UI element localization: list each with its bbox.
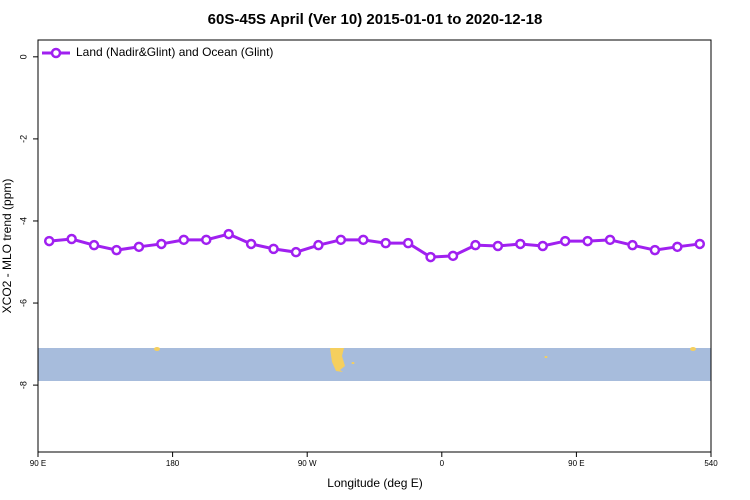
- x-axis-label: Longitude (deg E): [327, 476, 422, 490]
- data-point: [358, 234, 369, 246]
- data-point: [604, 234, 616, 246]
- land-shape: [330, 348, 345, 372]
- data-point: [223, 228, 234, 240]
- x-tick-label: 90 E: [30, 459, 46, 468]
- data-point: [313, 239, 324, 251]
- data-point: [245, 238, 257, 250]
- data-point: [380, 237, 391, 249]
- x-tick-label: 90 W: [298, 459, 317, 468]
- chart-title: 60S-45S April (Ver 10) 2015-01-01 to 202…: [208, 11, 543, 28]
- data-point: [627, 239, 638, 251]
- land-shape: [154, 347, 160, 351]
- data-point: [201, 234, 212, 246]
- data-point: [156, 238, 167, 250]
- data-point: [537, 240, 548, 252]
- data-point: [447, 250, 459, 262]
- map-strip: [38, 347, 711, 381]
- data-point: [470, 239, 481, 251]
- x-tick-label: 0: [440, 459, 445, 468]
- legend-label: Land (Nadir&Glint) and Ocean (Glint): [76, 45, 273, 59]
- ocean-band: [38, 348, 711, 381]
- data-point: [88, 239, 100, 251]
- data-point: [515, 238, 526, 250]
- data-point: [402, 237, 414, 249]
- data-point: [43, 235, 55, 247]
- data-point: [694, 238, 706, 250]
- land-shape: [544, 356, 548, 358]
- x-tick-label: 180: [166, 459, 180, 468]
- land-shape: [351, 362, 355, 364]
- x-tick-label: 540: [704, 459, 718, 468]
- data-point: [492, 240, 504, 252]
- data-point: [335, 234, 347, 246]
- data-point: [268, 243, 279, 255]
- y-axis-label: XCO2 - MLO trend (ppm): [0, 179, 14, 314]
- y-tick-label: -8: [18, 381, 28, 389]
- y-tick-label: 0: [18, 54, 28, 59]
- data-point: [111, 244, 122, 256]
- data-point: [672, 241, 683, 253]
- y-tick-label: -4: [18, 217, 28, 225]
- land-shape: [690, 347, 696, 351]
- data-point: [290, 246, 302, 258]
- plot-frame: [37, 39, 712, 453]
- y-tick-label: -2: [18, 135, 28, 143]
- data-point: [649, 244, 661, 256]
- x-tick-label: 90 E: [568, 459, 584, 468]
- data-point: [178, 234, 190, 246]
- data-point: [66, 233, 77, 245]
- data-point: [425, 251, 436, 263]
- data-point: [133, 241, 145, 253]
- data-point: [582, 235, 593, 247]
- y-tick-label: -6: [18, 299, 28, 307]
- legend-marker: [50, 47, 62, 59]
- data-point: [559, 235, 571, 247]
